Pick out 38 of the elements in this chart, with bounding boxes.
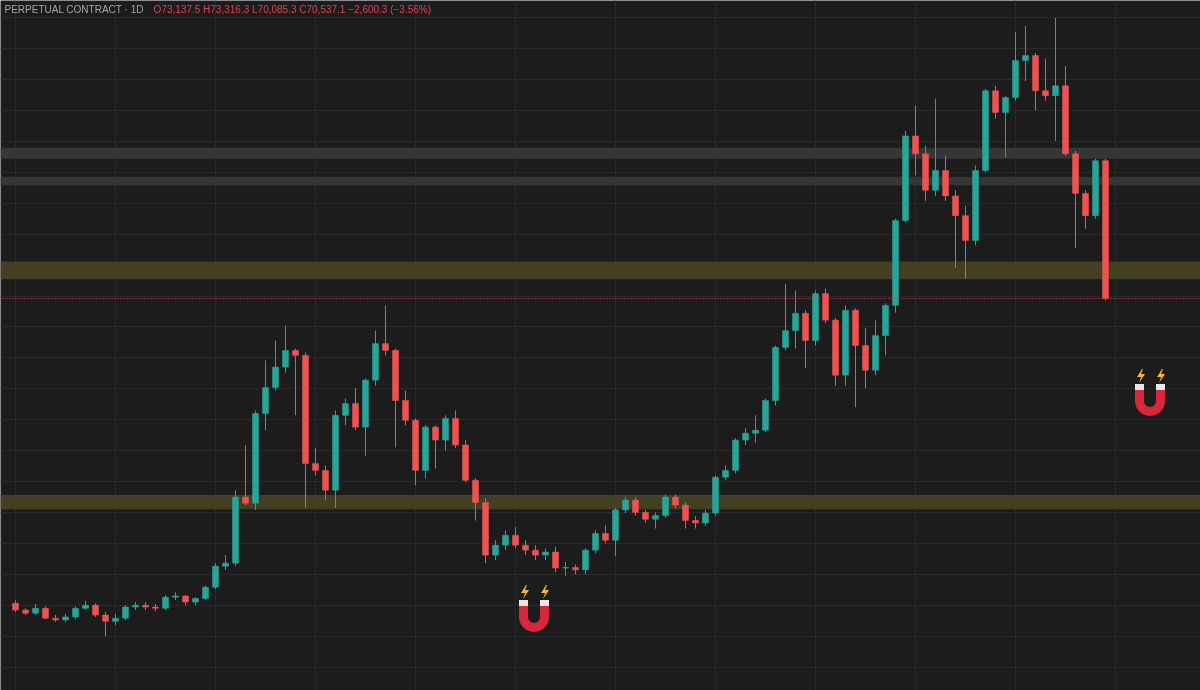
candlestick	[102, 611, 109, 637]
candlestick	[992, 85, 999, 120]
candlestick	[592, 529, 599, 554]
candlestick	[492, 539, 499, 561]
candlestick	[952, 189, 959, 269]
candlestick	[342, 398, 349, 426]
candlestick	[1042, 58, 1049, 102]
candlestick	[312, 447, 319, 476]
candlestick	[1052, 17, 1059, 142]
candlestick	[352, 387, 359, 431]
candlestick	[792, 289, 799, 350]
candlestick	[472, 477, 479, 521]
candlestick	[442, 414, 449, 452]
candlestick	[322, 464, 329, 501]
candlestick	[1082, 189, 1089, 230]
candlestick	[582, 547, 589, 575]
candlestick	[552, 546, 559, 573]
candlestick	[912, 105, 919, 176]
candlestick	[402, 390, 409, 426]
candlestick	[512, 526, 519, 549]
candlestick	[632, 496, 639, 517]
candlestick	[752, 414, 759, 444]
candlestick	[272, 340, 279, 392]
candlestick	[282, 325, 289, 374]
candlestick	[662, 494, 669, 519]
candlestick	[502, 529, 509, 551]
candlestick	[382, 304, 389, 356]
chart-subtitle: O73,137.5 H73,316.3 L70,085.3 C70,537.1 −2,600.3 (−3.56%)	[153, 3, 432, 15]
chart-title: PERPETUAL CONTRACT · 1D	[4, 3, 144, 15]
candlestick	[1002, 95, 1009, 159]
candlestick	[432, 424, 439, 470]
candlestick	[682, 502, 689, 530]
candlestick	[932, 98, 939, 197]
candlestick	[212, 562, 219, 590]
candlestick	[782, 283, 789, 351]
candlestick	[292, 348, 299, 416]
candlestick	[242, 444, 249, 506]
candlestick	[1022, 25, 1029, 82]
